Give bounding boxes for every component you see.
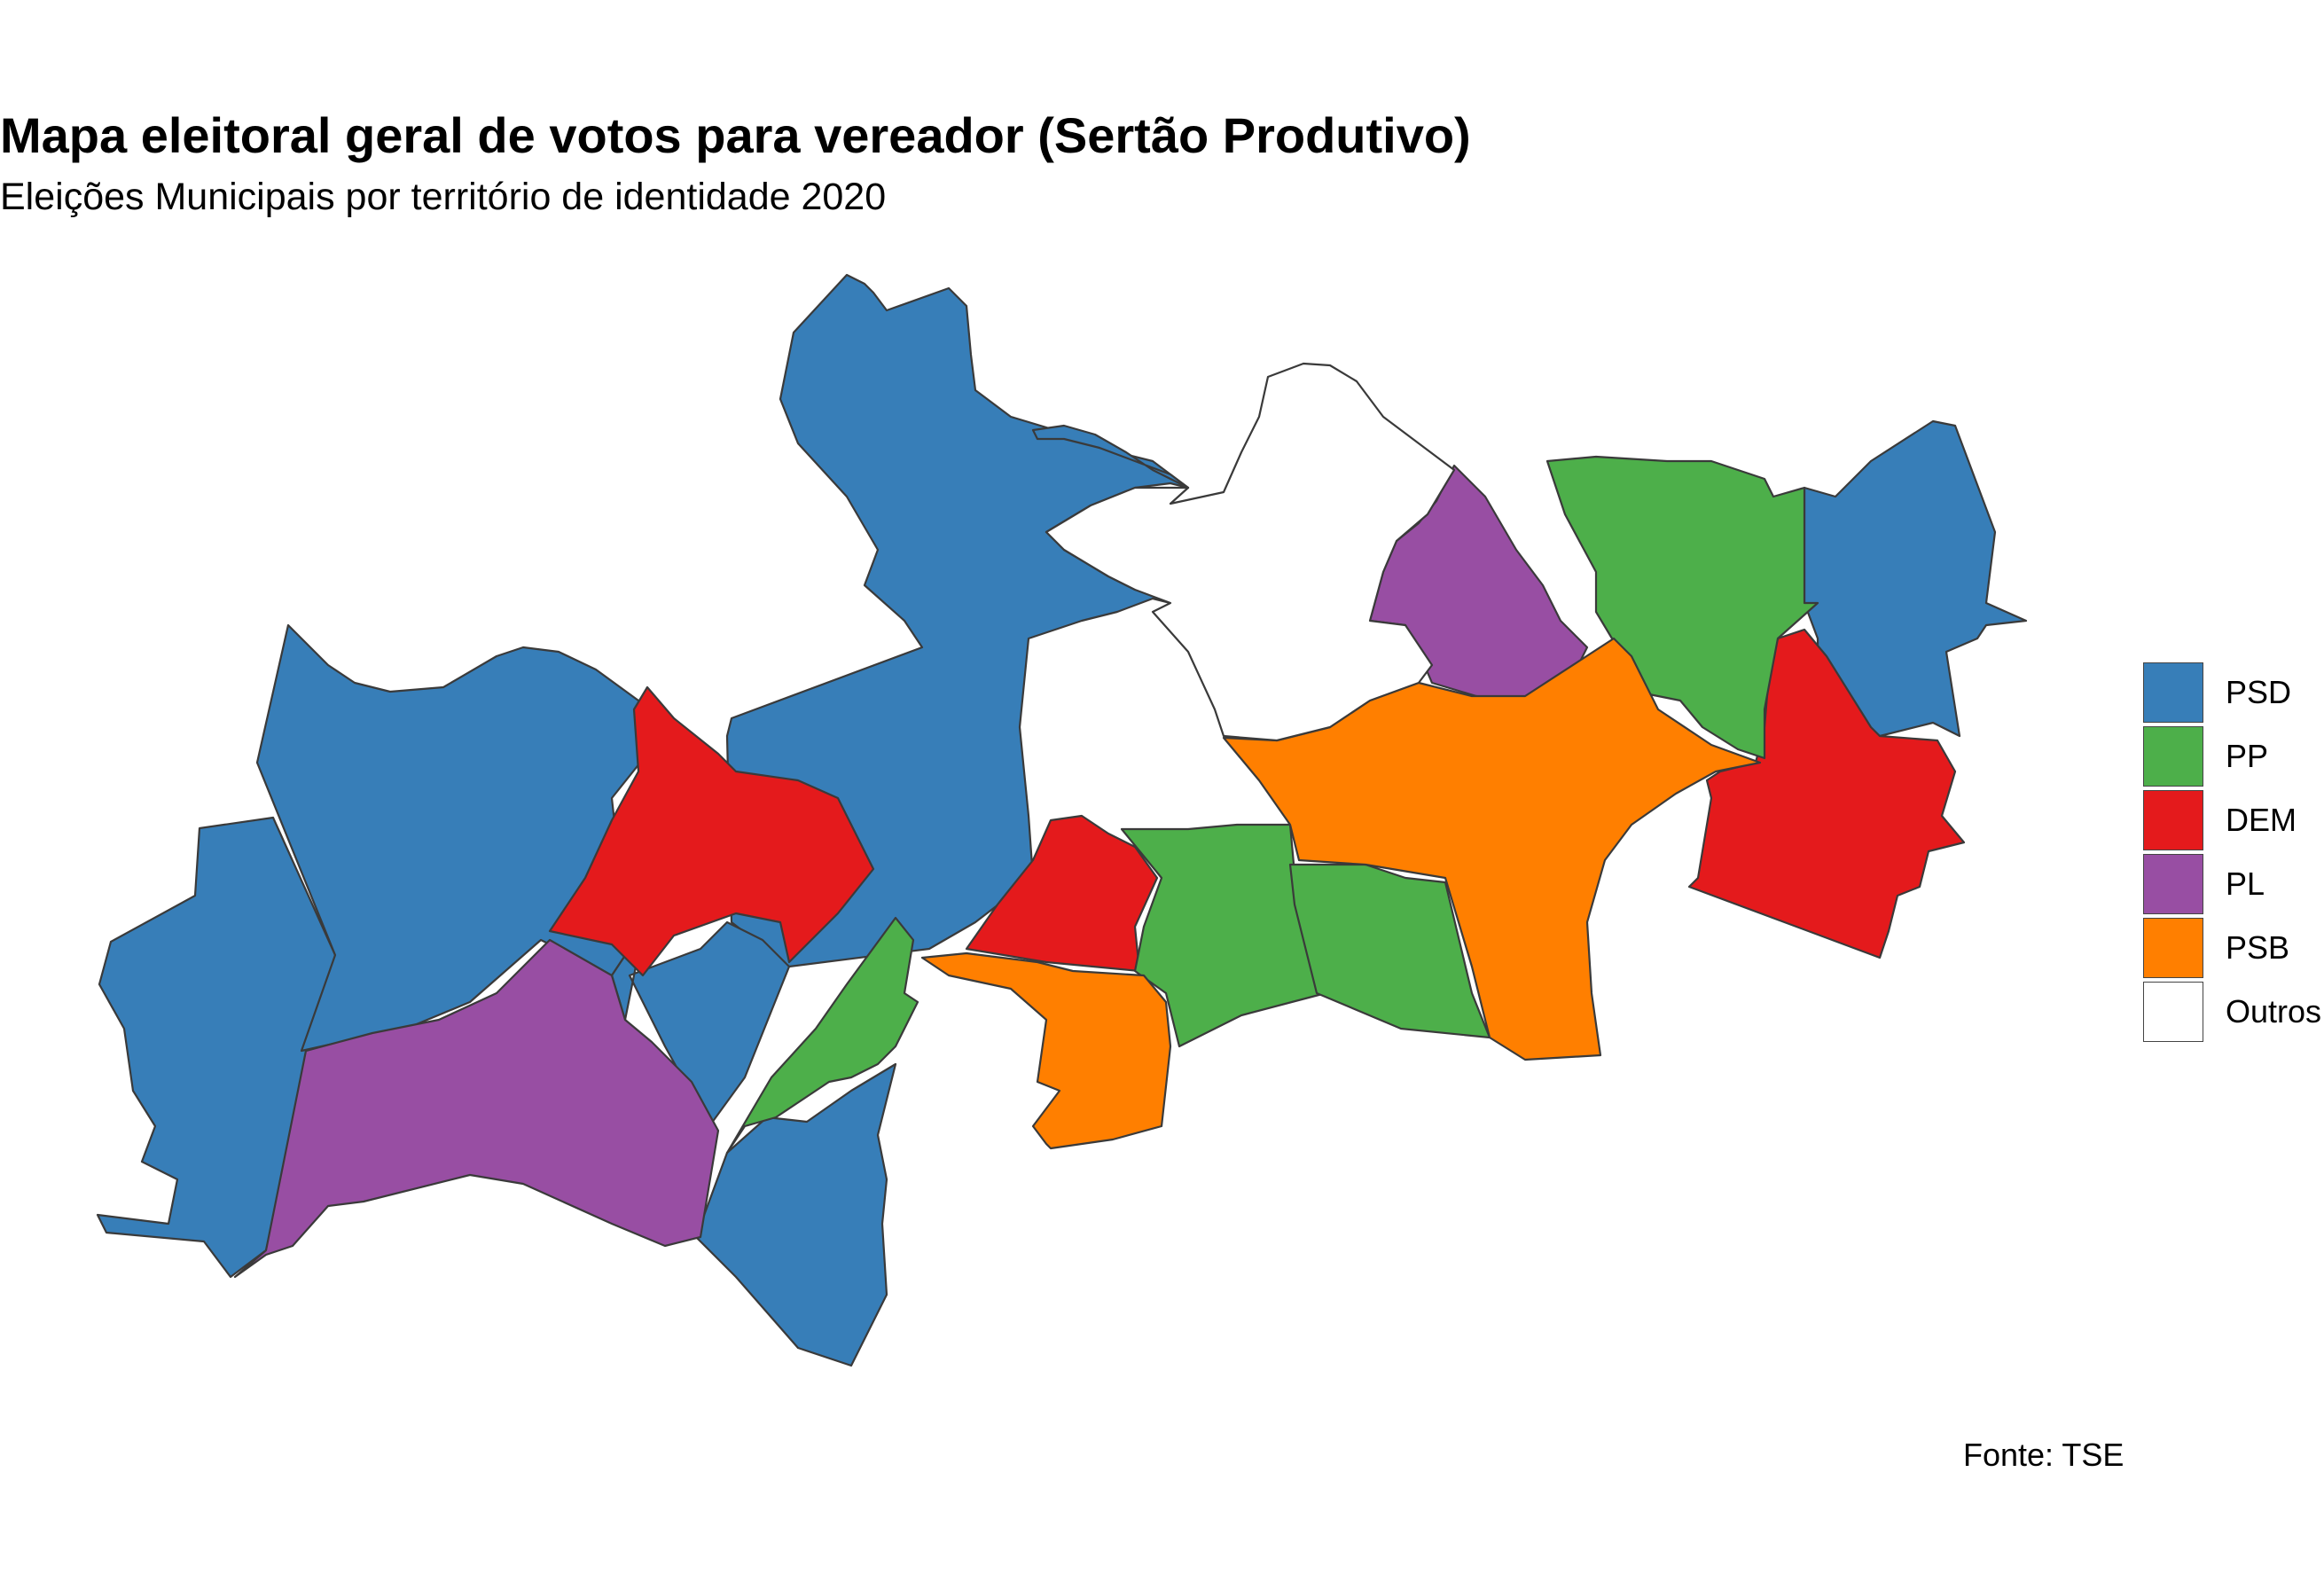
municipality-region[interactable] [233,938,720,1279]
municipality-region[interactable] [920,951,1172,1150]
municipality-region[interactable] [694,1062,897,1367]
municipality-region[interactable] [1120,823,1327,1048]
municipality-region[interactable] [965,814,1159,973]
legend-label: DEM [2226,802,2297,838]
municipality-region[interactable] [1222,637,1762,1061]
municipality-region[interactable] [1031,424,1190,489]
legend-item: DEM [2143,788,2321,852]
legend-label: PL [2226,865,2265,902]
legend-item: PSB [2143,916,2321,980]
legend-key [2143,662,2203,723]
legend-key [2143,726,2203,787]
source-caption: Fonte: TSE [1963,1437,2124,1473]
legend-label: PSD [2226,674,2292,710]
map-subtitle: Eleições Municipais por território de id… [0,176,887,218]
legend-item: PL [2143,852,2321,916]
municipality-region[interactable] [1545,455,1819,760]
legend-item: PP [2143,724,2321,788]
legend-key [2143,790,2203,850]
legend-label: PP [2226,738,2269,774]
municipality-region[interactable] [96,816,337,1279]
legend-item: Outros [2143,980,2321,1044]
map-legend: PSD PP DEM PL PSB Outros [2143,661,2321,1044]
legend-item: PSD [2143,661,2321,724]
municipality-region[interactable] [725,916,919,1155]
municipality-region[interactable] [548,685,875,977]
map-title: Mapa eleitoral geral de votos para verea… [0,107,1471,163]
legend-key [2143,918,2203,978]
legend-key [2143,854,2203,914]
legend-label: PSB [2226,929,2290,966]
legend-key [2143,982,2203,1042]
legend-label: Outros [2226,993,2322,1030]
municipality-region[interactable] [1045,362,1456,742]
